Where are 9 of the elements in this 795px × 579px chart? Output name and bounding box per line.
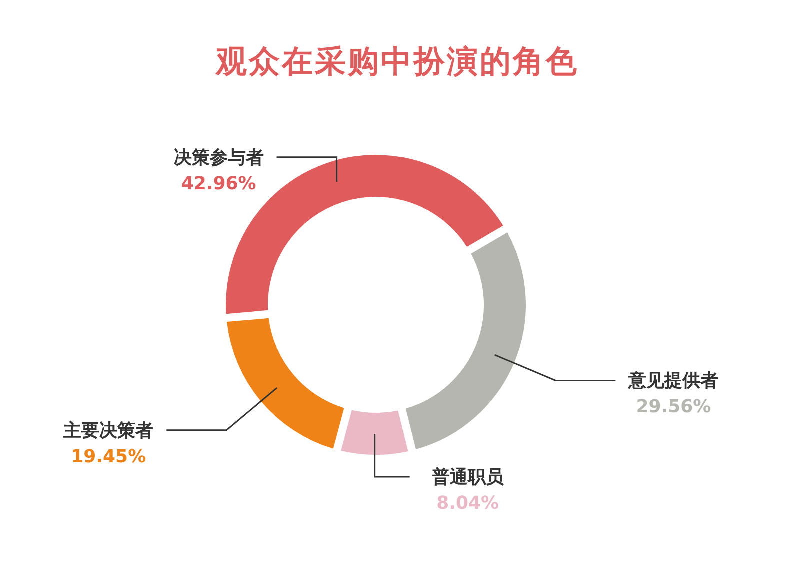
slice-label: 意见提供者	[628, 370, 719, 392]
chart-title: 观众在采购中扮演的角色	[215, 44, 579, 80]
slice-label: 决策参与者	[174, 147, 264, 168]
data-label: 19.45%	[71, 446, 146, 468]
data-label: 42.96%	[181, 173, 256, 194]
data-label: 8.04%	[436, 492, 500, 514]
slice-label: 普通职员	[430, 466, 505, 488]
data-label: 29.56%	[636, 396, 712, 418]
slice-label: 主要决策者	[62, 420, 154, 442]
